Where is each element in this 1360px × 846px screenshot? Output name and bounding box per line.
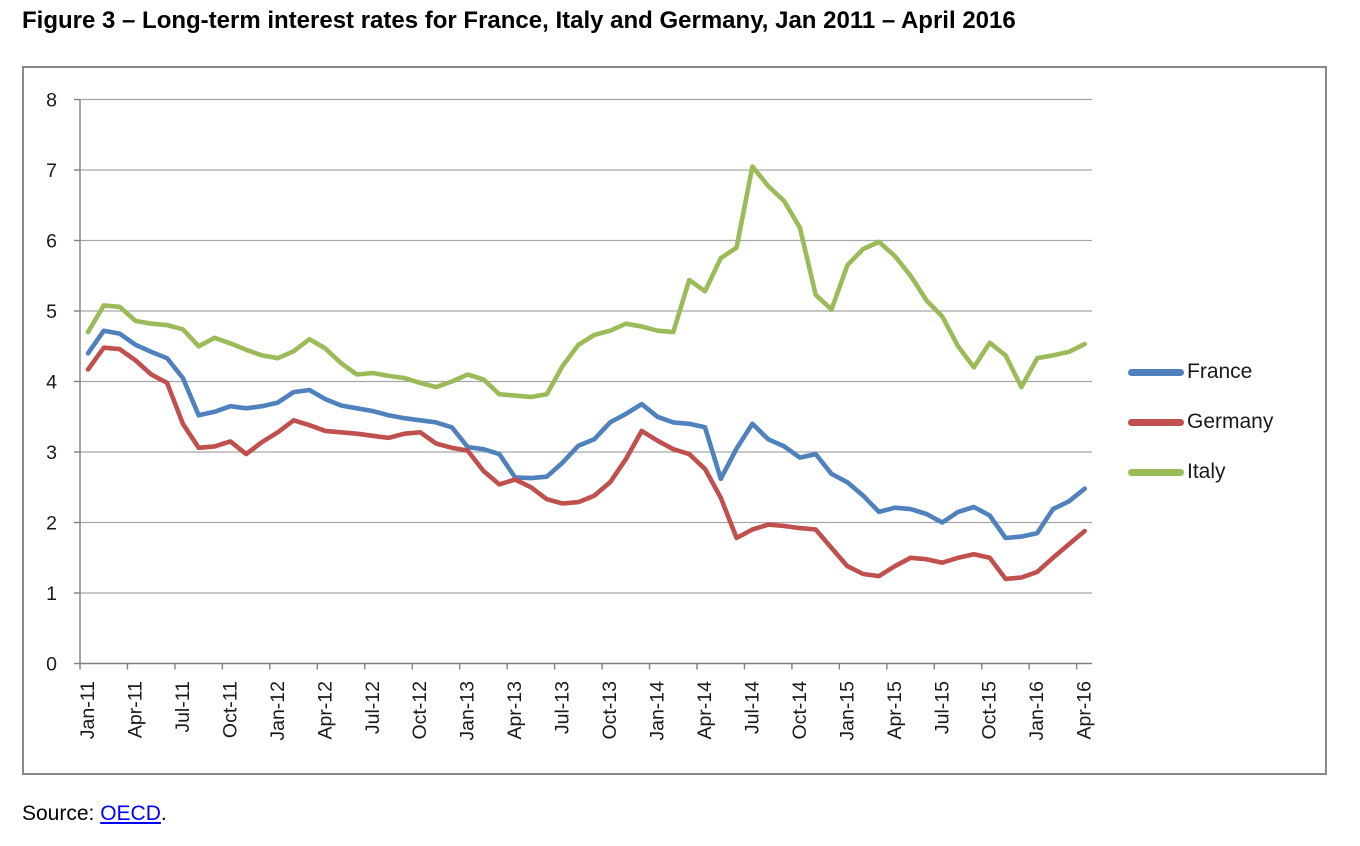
source-line: Source: OECD. bbox=[22, 802, 167, 826]
source-link[interactable]: OECD bbox=[100, 802, 161, 825]
germany-swatch-icon bbox=[1128, 418, 1184, 426]
source-suffix: . bbox=[160, 802, 167, 825]
italy-swatch-icon bbox=[1128, 468, 1184, 476]
legend-label: Germany bbox=[1187, 410, 1274, 433]
legend-item-france: France bbox=[1128, 347, 1318, 397]
source-prefix: Source: bbox=[22, 802, 101, 825]
legend-label: France bbox=[1187, 360, 1253, 383]
chart-legend: France Germany Italy bbox=[1128, 347, 1318, 497]
figure-title: Figure 3 – Long-term interest rates for … bbox=[22, 7, 1016, 34]
france-swatch-icon bbox=[1128, 368, 1184, 376]
legend-label: Italy bbox=[1187, 460, 1226, 483]
legend-item-italy: Italy bbox=[1128, 447, 1318, 497]
legend-item-germany: Germany bbox=[1128, 397, 1318, 447]
